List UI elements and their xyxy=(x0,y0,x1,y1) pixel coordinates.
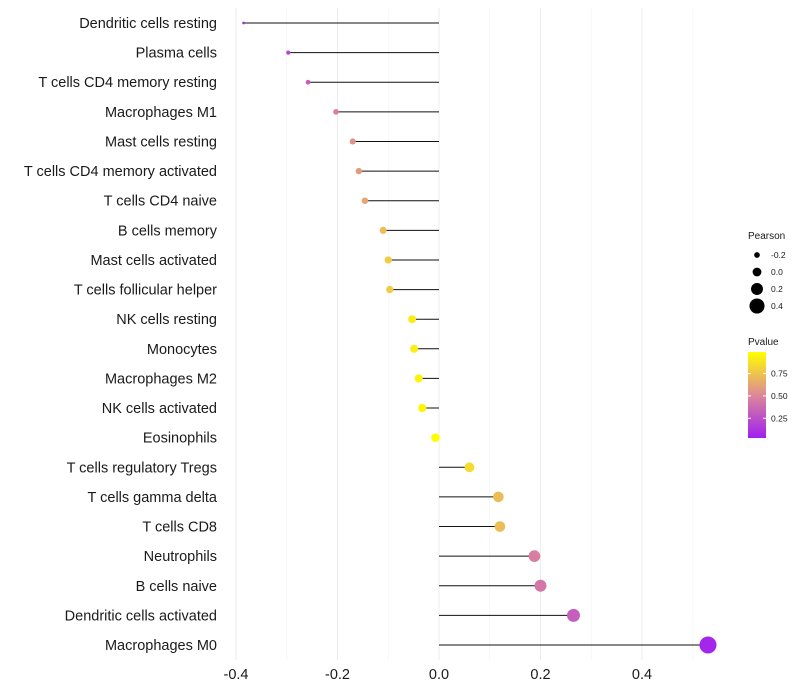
data-point xyxy=(699,636,717,654)
data-point xyxy=(534,579,547,592)
category-labels: Dendritic cells resting Plasma cells T cel… xyxy=(24,16,218,654)
data-point xyxy=(242,21,246,25)
category-label: Dendritic cells resting xyxy=(79,16,217,32)
category-label: Mast cells resting xyxy=(105,134,217,150)
data-point xyxy=(355,167,362,175)
category-label: T cells CD4 memory resting xyxy=(38,75,217,91)
data-point xyxy=(567,608,580,622)
data-point xyxy=(408,315,417,324)
category-label: T cells CD4 naive xyxy=(104,194,217,210)
size-legend-label: -0.2 xyxy=(771,250,786,260)
data-point xyxy=(431,433,440,443)
color-legend-title: Pvalue xyxy=(748,337,779,348)
category-label: T cells follicular helper xyxy=(74,283,217,299)
data-point xyxy=(286,50,291,55)
data-point xyxy=(414,374,423,383)
data-point xyxy=(418,403,427,413)
color-legend: 0.75 0.50 0.25 xyxy=(748,369,788,423)
data-point xyxy=(361,197,369,204)
category-label: T cells CD4 memory activated xyxy=(24,164,217,180)
category-label: Plasma cells xyxy=(136,46,217,62)
data-point xyxy=(528,550,541,563)
data-point xyxy=(494,521,506,532)
data-point xyxy=(333,109,339,115)
category-label: NK cells resting xyxy=(116,312,217,328)
size-legend-label: 0.2 xyxy=(771,284,783,294)
category-label: NK cells activated xyxy=(102,401,217,417)
data-point xyxy=(386,285,394,294)
size-legend-key xyxy=(754,252,760,258)
x-tick-label: -0.4 xyxy=(224,667,249,683)
category-label: Macrophages M1 xyxy=(105,105,217,121)
category-label: Monocytes xyxy=(147,342,217,358)
size-legend-label: 0.0 xyxy=(771,267,783,277)
color-legend-label: 0.75 xyxy=(771,369,788,379)
category-label: Eosinophils xyxy=(143,431,217,447)
data-point xyxy=(384,256,392,264)
grid-layer xyxy=(235,8,694,660)
size-legend-key xyxy=(751,283,763,295)
points-layer xyxy=(242,21,717,654)
data-point xyxy=(410,344,419,353)
color-legend-label: 0.50 xyxy=(771,391,788,401)
legend: Pearson -0.2 0.0 0.2 0.4 Pvalue 0.75 0.50 0.2… xyxy=(748,231,788,438)
size-legend-label: 0.4 xyxy=(771,301,783,311)
data-point xyxy=(493,491,504,503)
category-label: T cells gamma delta xyxy=(88,490,218,506)
category-label: Neutrophils xyxy=(144,549,217,565)
size-legend-key xyxy=(752,267,762,277)
data-point xyxy=(349,138,356,145)
size-legend-key xyxy=(749,298,765,314)
category-label: Mast cells activated xyxy=(90,253,217,269)
category-label: B cells memory xyxy=(118,223,218,239)
x-tick-label: -0.2 xyxy=(325,667,350,683)
x-tick-label: 0.4 xyxy=(632,667,652,683)
size-legend-title: Pearson xyxy=(748,231,785,242)
size-legend: -0.2 0.0 0.2 0.4 xyxy=(749,250,786,314)
color-legend-bar xyxy=(748,352,766,438)
data-point xyxy=(379,226,387,234)
category-label: T cells CD8 xyxy=(142,520,217,536)
x-tick-label: 0.2 xyxy=(530,667,550,683)
data-point xyxy=(464,462,475,473)
category-label: Macrophages M2 xyxy=(105,371,217,387)
x-tick-labels: -0.4 -0.2 0.0 0.2 0.4 xyxy=(224,667,653,683)
stems-layer xyxy=(243,22,708,646)
data-point xyxy=(305,79,311,85)
category-label: B cells naive xyxy=(136,579,217,595)
category-label: T cells regulatory Tregs xyxy=(67,460,217,476)
category-label: Macrophages M0 xyxy=(105,638,217,654)
category-label: Dendritic cells activated xyxy=(65,608,217,624)
x-tick-label: 0.0 xyxy=(429,667,449,683)
color-legend-label: 0.25 xyxy=(771,413,788,423)
